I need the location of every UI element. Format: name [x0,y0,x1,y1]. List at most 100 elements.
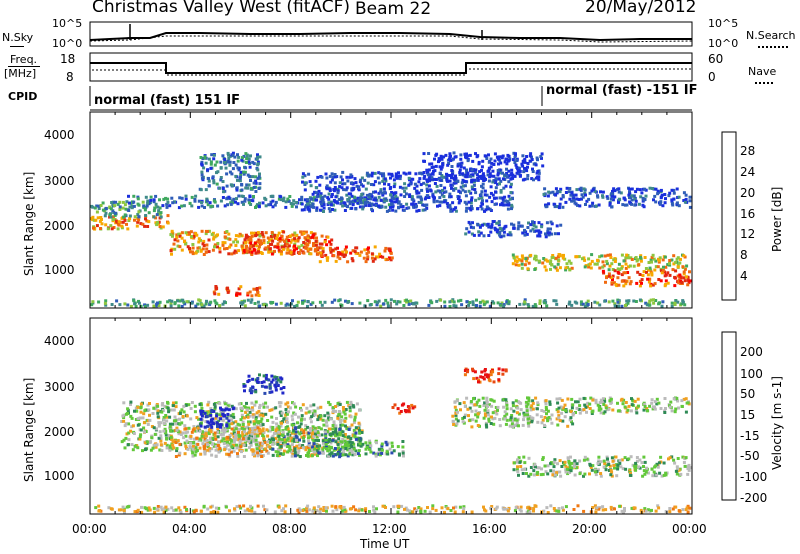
power-cell [526,174,530,177]
power-cell [660,304,664,308]
power-cell [625,253,629,257]
power-cell [189,230,193,234]
power-cell [247,183,251,187]
power-cell [454,206,458,210]
velocity-cell [291,418,295,422]
velocity-cell [199,424,203,428]
power-cell [507,300,511,304]
power-cell [199,188,203,192]
power-cell [389,250,393,254]
power-cell [607,274,611,278]
power-cell [448,179,452,183]
velocity-cell [512,461,516,465]
velocity-cell [216,427,220,431]
velocity-cell [523,413,527,417]
velocity-cell [242,455,246,458]
power-cell [622,259,626,263]
power-cell [305,243,309,247]
power-cell [626,256,630,260]
power-cell [247,250,251,254]
nave-label: Nave [748,65,777,78]
velocity-cell [153,432,157,436]
velocity-cell [297,447,301,451]
power-cell [568,300,572,304]
power-cell [277,238,280,242]
power-cell [379,172,383,176]
power-cell [674,269,678,273]
power-cell [333,173,337,176]
velocity-cell [530,420,534,424]
power-cell [290,251,294,254]
power-cell [677,204,681,208]
power-cell [477,175,481,179]
velocity-cell [250,434,254,438]
power-cell [207,184,211,188]
velocity-cell [204,434,208,438]
velocity-cell [166,400,169,404]
power-cell [520,259,524,263]
power-cell [464,232,468,236]
velocity-cell [277,454,281,457]
power-cell [364,203,368,207]
power-cell [248,165,252,169]
velocity-cell [518,460,522,464]
power-cell [154,216,158,220]
power-cell [106,227,110,231]
velocity-cell [273,375,277,379]
velocity-cell [295,438,298,442]
power-cell [91,205,95,209]
power-cell [215,182,219,186]
power-cell [292,252,296,255]
velocity-cell [537,466,541,470]
velocity-cell [262,380,266,384]
power-cell [205,299,208,303]
power-cell [256,232,260,236]
velocity-cell [252,439,256,443]
power-cell [249,203,253,206]
velocity-cell [165,437,169,441]
power-cell [389,258,393,262]
power-cell [175,235,179,239]
power-cell [450,176,453,180]
velocity-cell [406,409,410,413]
power-cell [202,166,206,170]
power-cell [463,152,467,156]
power-cell [417,209,421,212]
power-cell [479,224,482,228]
power-cell [666,271,670,275]
power-cell [264,198,268,202]
velocity-cell [212,444,216,448]
power-cell [514,259,517,263]
power-cell [346,260,350,264]
velocity-cell [673,461,677,465]
velocity-cell [207,400,211,404]
velocity-cell [310,448,314,452]
power-cell [377,204,381,208]
power-cell [234,244,238,247]
power-cell [199,156,203,159]
power-cell [200,162,204,166]
velocity-cell [367,445,371,449]
power-cell [515,255,519,259]
power-cell [289,240,293,244]
velocity-cell [410,403,414,407]
velocity-cell [523,461,527,465]
velocity-cell [324,434,328,438]
power-cell [264,204,268,208]
power-cell [499,303,503,307]
velocity-cell [593,470,597,474]
velocity-cell [536,401,540,405]
velocity-cell [172,408,176,412]
velocity-cell [483,369,487,373]
velocity-cell [252,415,255,419]
power-cell [366,200,369,204]
power-cell [333,208,337,212]
velocity-cell [216,444,220,447]
velocity-cell [241,437,245,441]
power-cell [246,298,250,302]
velocity-cell [631,463,635,467]
velocity-cell [638,458,642,462]
freq-tick-low: 8 [66,70,74,84]
power-cell [644,194,648,198]
velocity-cell [286,437,290,441]
